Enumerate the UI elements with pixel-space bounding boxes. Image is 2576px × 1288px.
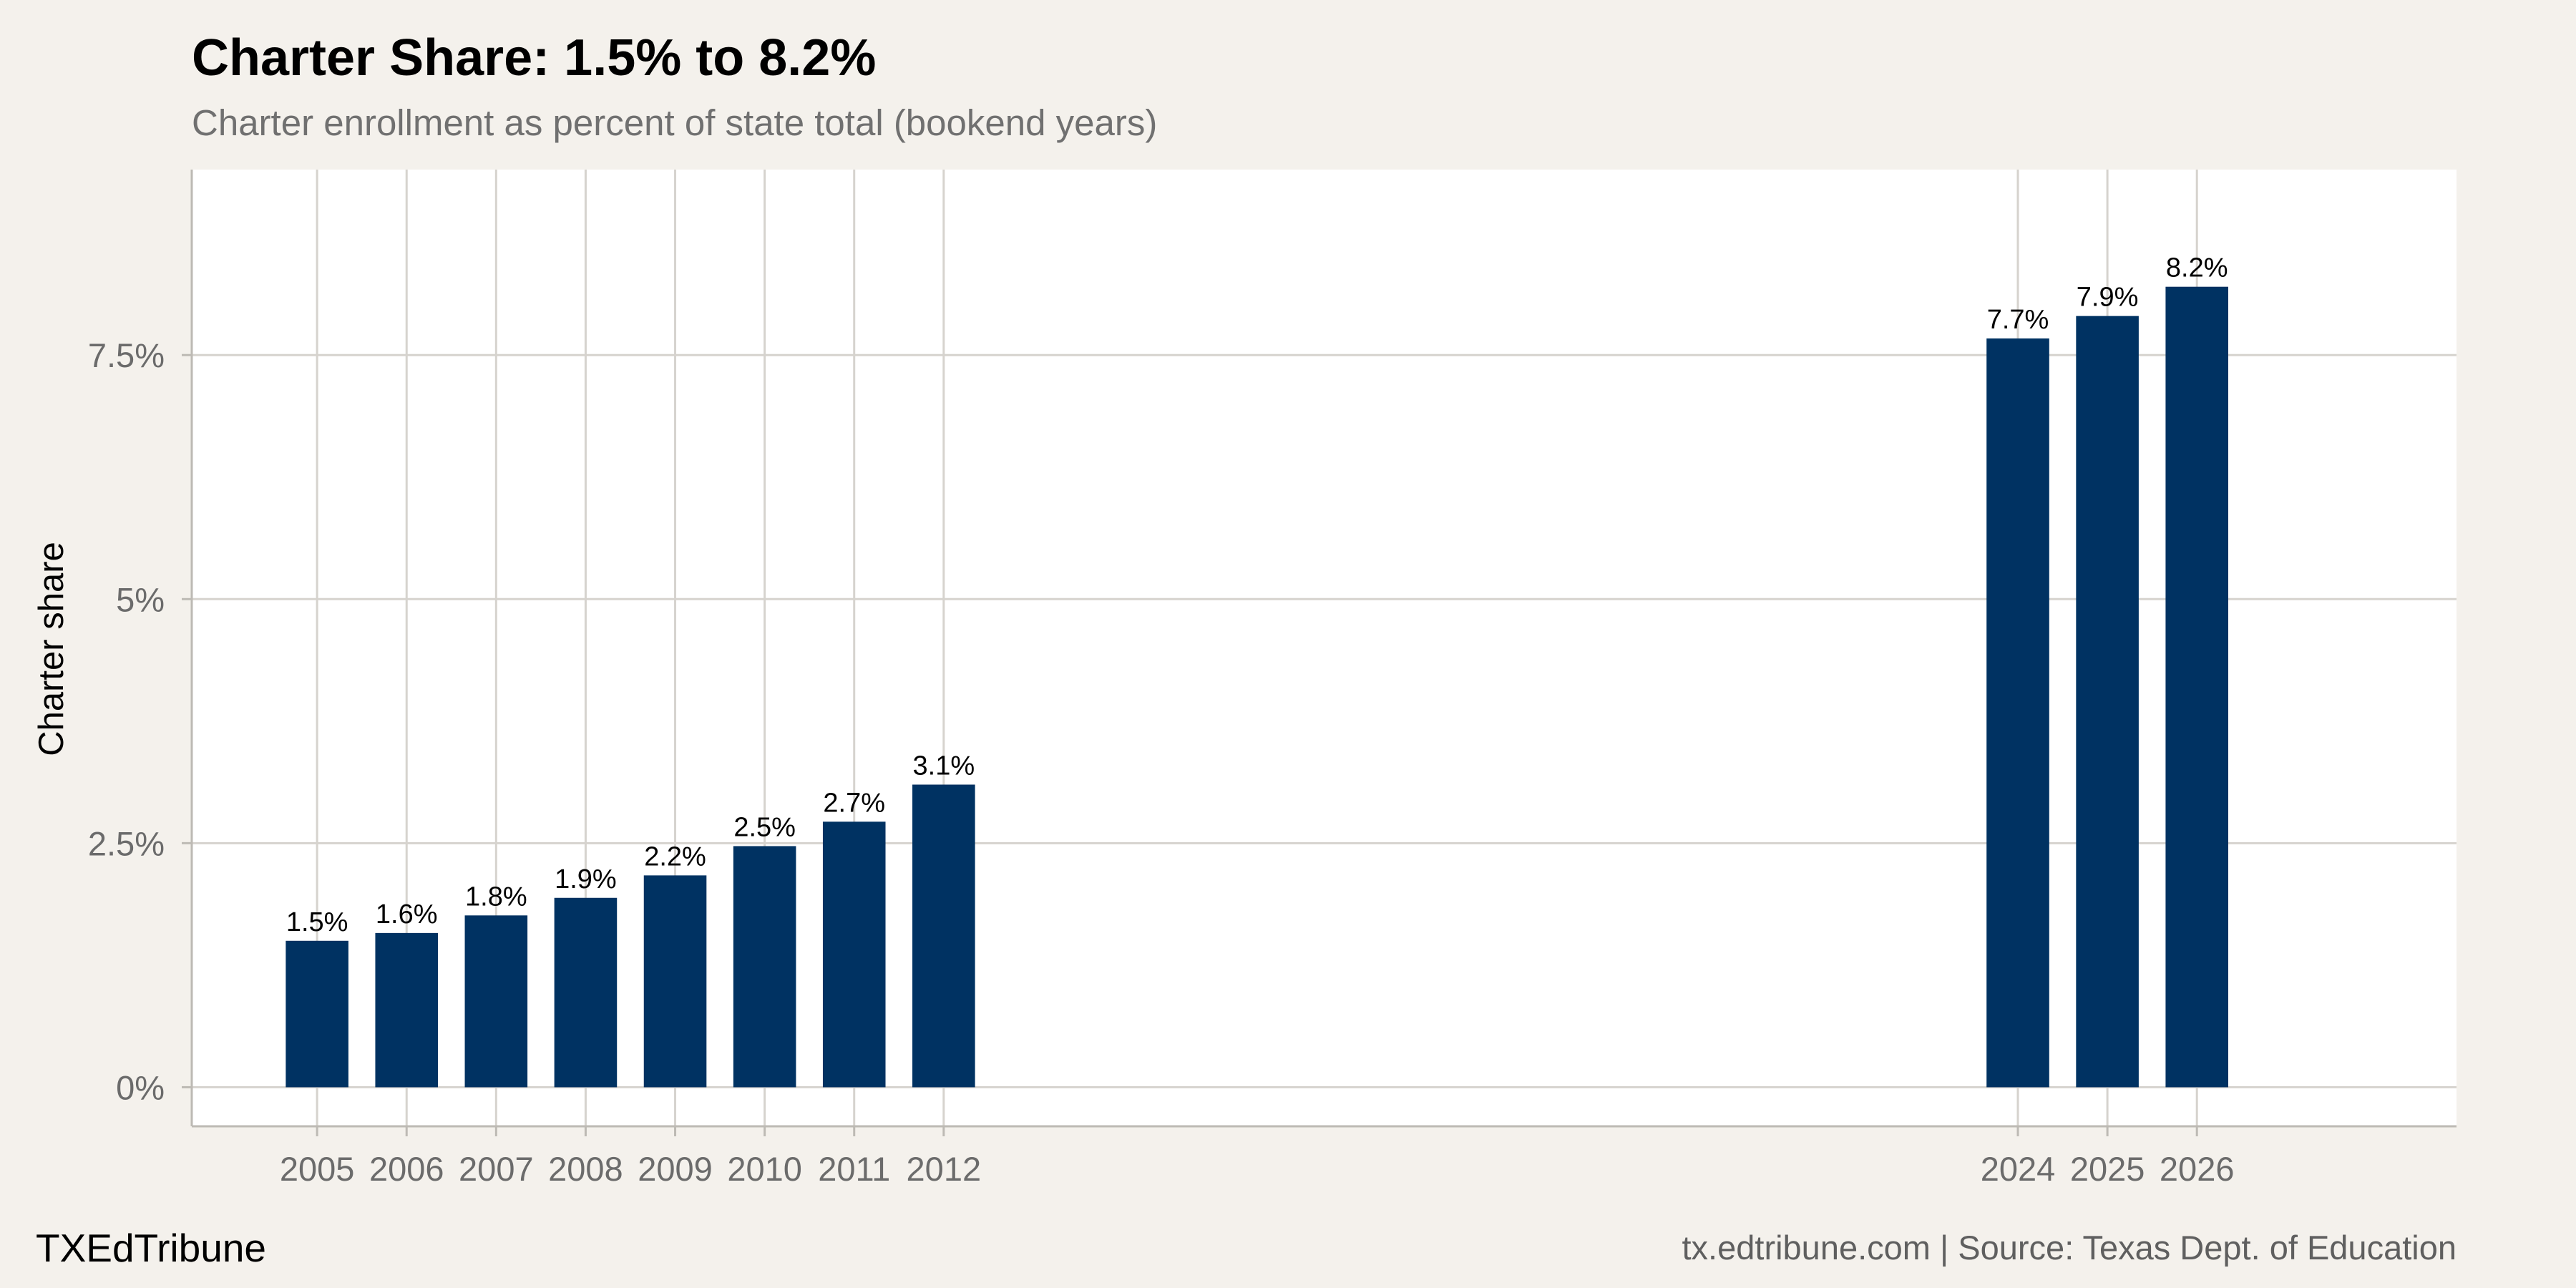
x-tick-label: 2024 xyxy=(1981,1150,2056,1188)
x-tick-label: 2008 xyxy=(548,1150,623,1188)
x-tick-label: 2026 xyxy=(2160,1150,2235,1188)
bar-2010 xyxy=(733,846,796,1088)
bars xyxy=(286,286,2228,1088)
brand-label: TXEdTribune xyxy=(36,1226,266,1270)
axes: 0% 2.5% 5% 7.5% 2005 2006 2007 2008 2009 2010 2011… xyxy=(88,170,2457,1188)
data-label-2006: 1.6% xyxy=(376,899,438,930)
x-tick-label: 2025 xyxy=(2070,1150,2145,1188)
source-caption: tx.edtribune.com | Source: Texas Dept. o… xyxy=(1682,1229,2457,1267)
y-tick-label: 5% xyxy=(116,580,165,618)
chart-title: Charter Share: 1.5% to 8.2% xyxy=(192,29,877,87)
bar-2026 xyxy=(2165,286,2228,1088)
x-tick-label: 2010 xyxy=(727,1150,802,1188)
bar-2007 xyxy=(464,915,528,1088)
bar-2008 xyxy=(554,897,618,1088)
data-label-2011: 2.7% xyxy=(823,788,885,818)
y-tick-label: 7.5% xyxy=(88,336,165,374)
data-label-2009: 2.2% xyxy=(644,841,706,872)
y-tick-label: 0% xyxy=(116,1068,165,1106)
bar-2024 xyxy=(1986,338,2049,1088)
chart-subtitle: Charter enrollment as percent of state t… xyxy=(192,102,1158,143)
y-tick-label: 2.5% xyxy=(88,824,165,862)
data-label-2024: 7.7% xyxy=(1987,305,2049,335)
data-label-2012: 3.1% xyxy=(913,751,975,781)
data-label-2005: 1.5% xyxy=(286,907,348,937)
data-label-2025: 7.9% xyxy=(2077,283,2139,313)
bar-2009 xyxy=(643,875,707,1088)
x-tick-label: 2012 xyxy=(907,1150,982,1188)
bar-2011 xyxy=(822,821,886,1088)
bar-2005 xyxy=(286,940,348,1088)
data-labels: 1.5% 1.6% 1.8% 1.9% 2.2% 2.5% 2.7% 3.1% 7.7% 7.9%… xyxy=(286,253,2228,937)
x-tick-label: 2007 xyxy=(459,1150,534,1188)
y-axis-title: Charter share xyxy=(32,542,71,756)
data-label-2007: 1.8% xyxy=(465,882,527,912)
data-label-2026: 8.2% xyxy=(2166,253,2228,283)
x-tick-label: 2005 xyxy=(280,1150,355,1188)
bar-2025 xyxy=(2076,316,2139,1088)
x-tick-label: 2009 xyxy=(638,1150,713,1188)
bar-2012 xyxy=(912,784,975,1088)
x-tick-label: 2006 xyxy=(369,1150,444,1188)
data-label-2008: 1.9% xyxy=(555,864,617,894)
x-tick-label: 2011 xyxy=(818,1150,890,1188)
data-label-2010: 2.5% xyxy=(733,812,796,842)
bar-2006 xyxy=(375,932,439,1088)
